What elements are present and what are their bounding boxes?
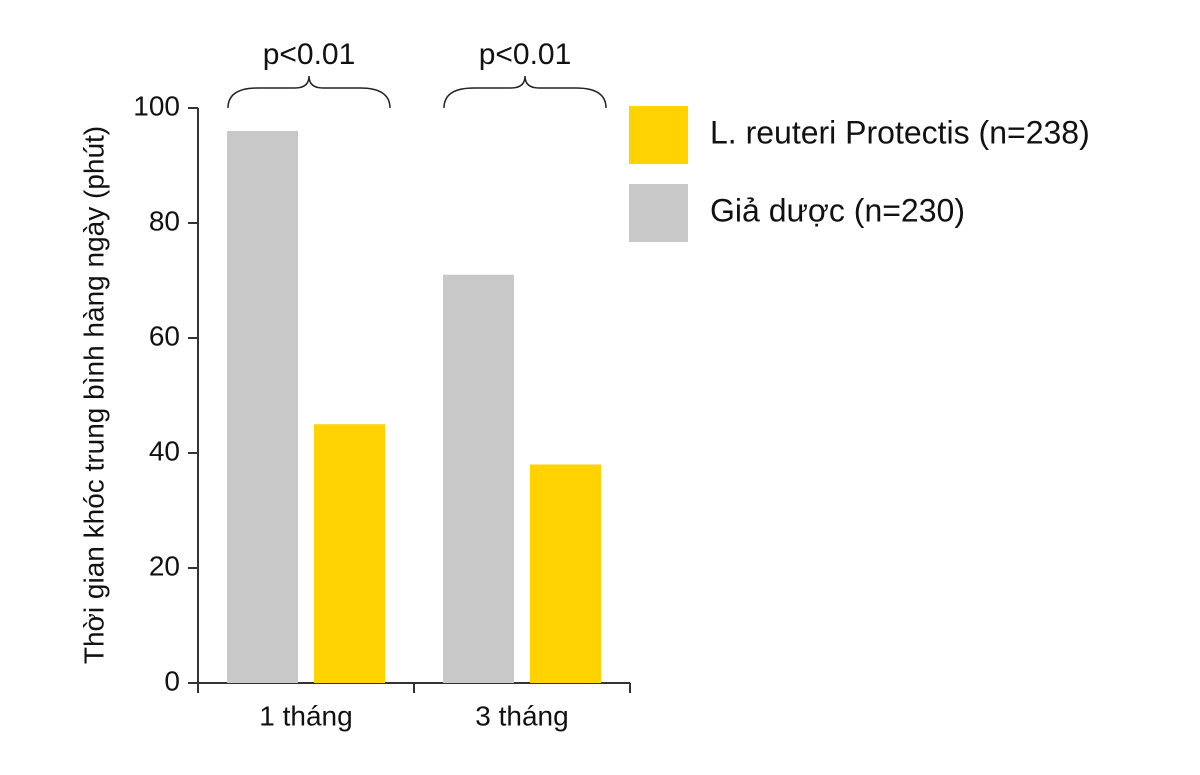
y-axis-label: Thời gian khóc trung bình hàng ngày (phú…	[78, 126, 109, 664]
x-tick-label: 3 tháng	[475, 700, 568, 731]
bar	[443, 274, 514, 683]
bar	[314, 424, 385, 683]
legend-label: L. reuteri Protectis (n=238)	[710, 114, 1090, 150]
legend-label: Giả dược (n=230)	[710, 192, 965, 228]
y-tick-label: 80	[149, 205, 180, 236]
annotation: p<0.01	[263, 38, 356, 71]
brace	[443, 75, 607, 109]
annotation: p<0.01	[479, 38, 572, 71]
y-tick-label: 0	[164, 665, 180, 696]
y-tick-label: 20	[149, 550, 180, 581]
bar	[530, 464, 601, 683]
y-tick-label: 40	[149, 435, 180, 466]
y-tick-label: 60	[149, 320, 180, 351]
brace	[227, 75, 391, 109]
y-tick-label: 100	[133, 90, 180, 121]
bar	[227, 131, 298, 683]
x-tick-label: 1 tháng	[259, 700, 352, 731]
legend-swatch	[629, 106, 688, 164]
legend-swatch	[629, 184, 688, 242]
